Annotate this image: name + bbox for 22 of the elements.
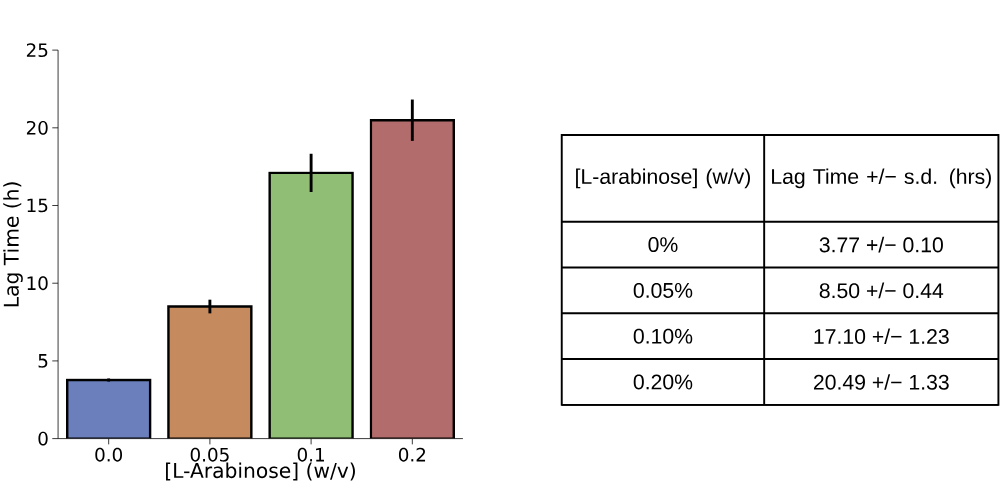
text: 3.77 +/− 0.10 bbox=[819, 237, 943, 253]
y-tick-label: 25 bbox=[26, 43, 48, 58]
y-tick-label: 15 bbox=[27, 198, 48, 213]
x-tick-label: 0.1 bbox=[297, 448, 324, 462]
y-axis-title: Lag Time (h) bbox=[3, 182, 23, 307]
text: 17.10 +/− 1.23 bbox=[814, 328, 949, 345]
x-tick-label: 0.2 bbox=[398, 448, 426, 462]
text: 0.10% bbox=[633, 328, 693, 344]
x-axis-title: [L-Arabinose] (w/v) bbox=[166, 462, 355, 481]
y-tick-label: 10 bbox=[27, 276, 48, 291]
text: [L-arabinose] (w/v) bbox=[576, 168, 751, 189]
x-tick-label: 0.05 bbox=[190, 448, 229, 462]
y-tick-label: 20 bbox=[26, 121, 48, 135]
x-tick-label: 0.0 bbox=[95, 448, 123, 462]
text: 0.05% bbox=[633, 283, 693, 299]
text: 0% bbox=[648, 237, 678, 253]
y-tick-label: 5 bbox=[38, 354, 48, 368]
y-tick-label: 0 bbox=[38, 431, 48, 446]
text: 8.50 +/− 0.44 bbox=[819, 282, 944, 299]
text: Lag Time +/− s.d. (hrs) bbox=[772, 168, 991, 189]
text: 20.49 +/− 1.33 bbox=[813, 374, 949, 390]
text: 0.20% bbox=[633, 374, 693, 390]
